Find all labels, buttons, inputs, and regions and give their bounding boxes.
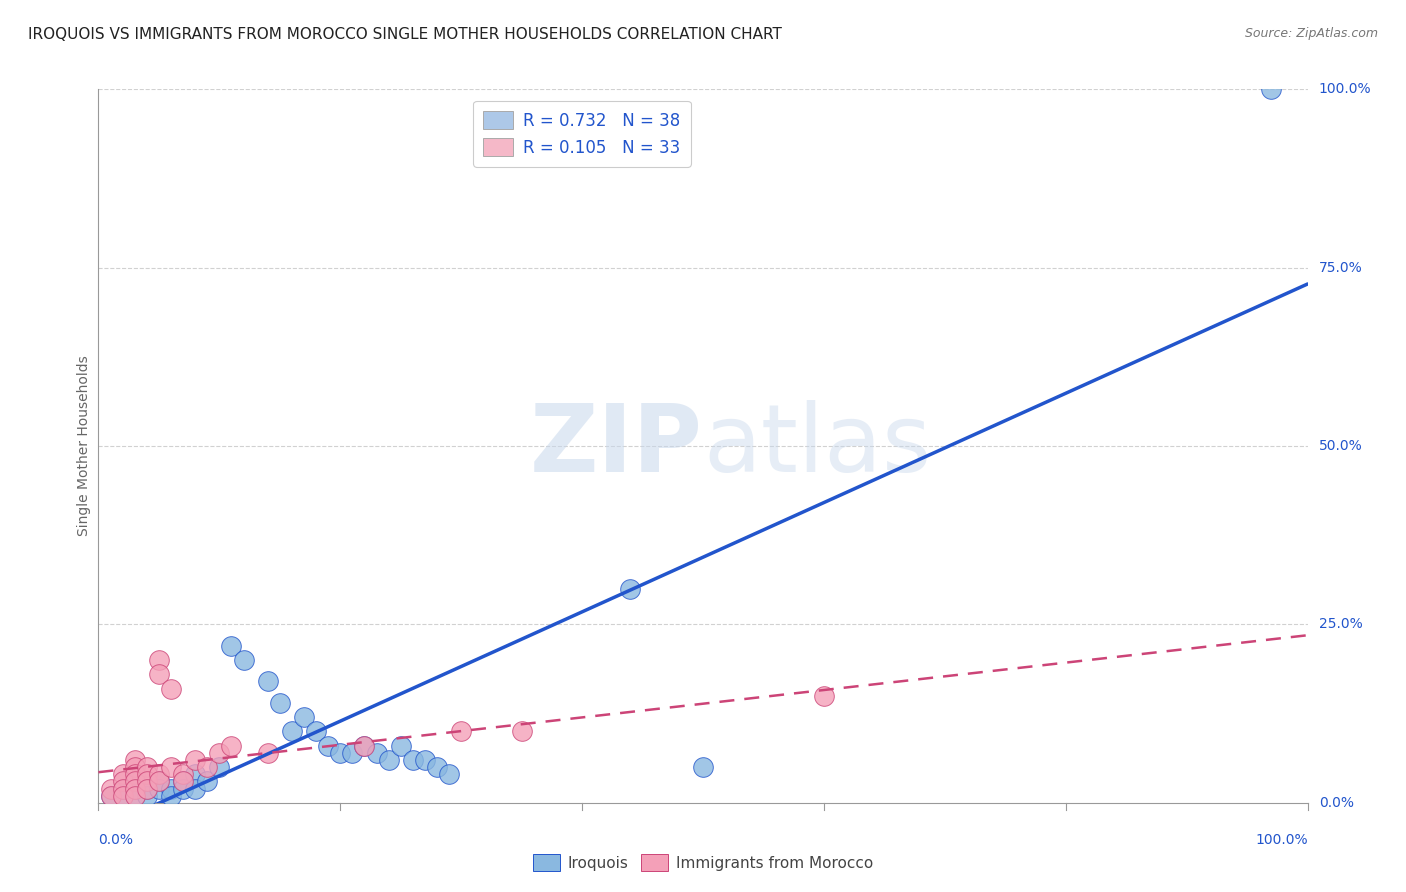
Point	[111, 789, 134, 803]
Point	[353, 739, 375, 753]
Point	[172, 767, 194, 781]
Point	[124, 789, 146, 803]
Text: 75.0%: 75.0%	[1319, 260, 1362, 275]
Point	[135, 760, 157, 774]
Point	[148, 774, 170, 789]
Point	[160, 781, 183, 796]
Point	[148, 653, 170, 667]
Point	[256, 674, 278, 689]
Point	[281, 724, 304, 739]
Point	[100, 789, 122, 803]
Point	[148, 667, 170, 681]
Point	[437, 767, 460, 781]
Point	[111, 767, 134, 781]
Point	[316, 739, 339, 753]
Point	[256, 746, 278, 760]
Text: 25.0%: 25.0%	[1319, 617, 1362, 632]
Text: 100.0%: 100.0%	[1256, 833, 1308, 847]
Point	[510, 724, 533, 739]
Point	[692, 760, 714, 774]
Text: 100.0%: 100.0%	[1319, 82, 1371, 96]
Text: Source: ZipAtlas.com: Source: ZipAtlas.com	[1244, 27, 1378, 40]
Point	[135, 781, 157, 796]
Point	[426, 760, 449, 774]
Point	[221, 639, 243, 653]
Point	[135, 789, 157, 803]
Point	[413, 753, 436, 767]
Point	[184, 753, 207, 767]
Point	[124, 767, 146, 781]
Point	[148, 781, 170, 796]
Point	[195, 774, 218, 789]
Point	[135, 774, 157, 789]
Text: atlas: atlas	[703, 400, 931, 492]
Point	[100, 781, 122, 796]
Point	[402, 753, 425, 767]
Text: 0.0%: 0.0%	[1319, 796, 1354, 810]
Point	[292, 710, 315, 724]
Point	[172, 774, 194, 789]
Point	[135, 767, 157, 781]
Point	[124, 760, 146, 774]
Point	[148, 767, 170, 781]
Point	[111, 781, 134, 796]
Point	[160, 789, 183, 803]
Point	[377, 753, 399, 767]
Text: IROQUOIS VS IMMIGRANTS FROM MOROCCO SINGLE MOTHER HOUSEHOLDS CORRELATION CHART: IROQUOIS VS IMMIGRANTS FROM MOROCCO SING…	[28, 27, 782, 42]
Point	[111, 781, 134, 796]
Text: 50.0%: 50.0%	[1319, 439, 1362, 453]
Point	[208, 760, 231, 774]
Point	[208, 746, 231, 760]
Point	[124, 781, 146, 796]
Point	[329, 746, 352, 760]
Y-axis label: Single Mother Households: Single Mother Households	[77, 356, 91, 536]
Point	[619, 582, 641, 596]
Text: 0.0%: 0.0%	[98, 833, 134, 847]
Point	[813, 689, 835, 703]
Point	[172, 774, 194, 789]
Point	[342, 746, 364, 760]
Point	[221, 739, 243, 753]
Point	[124, 774, 146, 789]
Point	[269, 696, 291, 710]
Point	[111, 789, 134, 803]
Point	[232, 653, 254, 667]
Point	[160, 760, 183, 774]
Point	[195, 760, 218, 774]
Point	[450, 724, 472, 739]
Text: ZIP: ZIP	[530, 400, 703, 492]
Point	[184, 781, 207, 796]
Point	[172, 781, 194, 796]
Point	[124, 781, 146, 796]
Point	[148, 774, 170, 789]
Point	[184, 767, 207, 781]
Point	[366, 746, 388, 760]
Point	[305, 724, 328, 739]
Point	[353, 739, 375, 753]
Point	[160, 681, 183, 696]
Point	[124, 789, 146, 803]
Point	[389, 739, 412, 753]
Point	[1260, 82, 1282, 96]
Legend: Iroquois, Immigrants from Morocco: Iroquois, Immigrants from Morocco	[527, 848, 879, 877]
Point	[124, 753, 146, 767]
Point	[111, 774, 134, 789]
Point	[135, 781, 157, 796]
Point	[100, 789, 122, 803]
